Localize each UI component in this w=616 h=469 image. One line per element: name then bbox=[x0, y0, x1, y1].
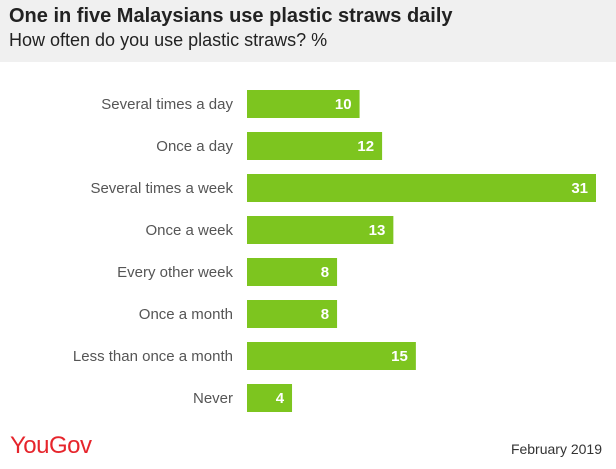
category-label: Several times a day bbox=[101, 96, 233, 113]
bar bbox=[247, 384, 293, 412]
category-label: Once a day bbox=[156, 138, 233, 155]
chart-subtitle: How often do you use plastic straws? % bbox=[9, 30, 328, 50]
value-label: 31 bbox=[571, 180, 588, 197]
category-label: Several times a week bbox=[90, 180, 233, 197]
value-label: 13 bbox=[369, 222, 386, 239]
bar bbox=[247, 216, 394, 244]
category-label: Less than once a month bbox=[73, 348, 233, 365]
bar bbox=[247, 90, 360, 118]
bar bbox=[247, 174, 596, 202]
value-label: 8 bbox=[321, 306, 329, 323]
bar bbox=[247, 300, 338, 328]
bar bbox=[247, 342, 416, 370]
value-label: 15 bbox=[391, 348, 408, 365]
bar bbox=[247, 258, 338, 286]
yougov-logo: YouGov bbox=[10, 432, 92, 459]
chart-header: One in five Malaysians use plastic straw… bbox=[0, 0, 616, 62]
chart-title: One in five Malaysians use plastic straw… bbox=[9, 5, 453, 27]
value-label: 8 bbox=[321, 264, 329, 281]
value-label: 4 bbox=[276, 390, 285, 407]
category-label: Never bbox=[193, 390, 233, 407]
category-label: Once a month bbox=[139, 306, 233, 323]
value-label: 10 bbox=[335, 96, 352, 113]
value-label: 12 bbox=[357, 138, 374, 155]
bar bbox=[247, 132, 383, 160]
category-label: Every other week bbox=[117, 264, 233, 281]
survey-date: February 2019 bbox=[510, 441, 602, 457]
category-label: Once a week bbox=[145, 222, 233, 239]
